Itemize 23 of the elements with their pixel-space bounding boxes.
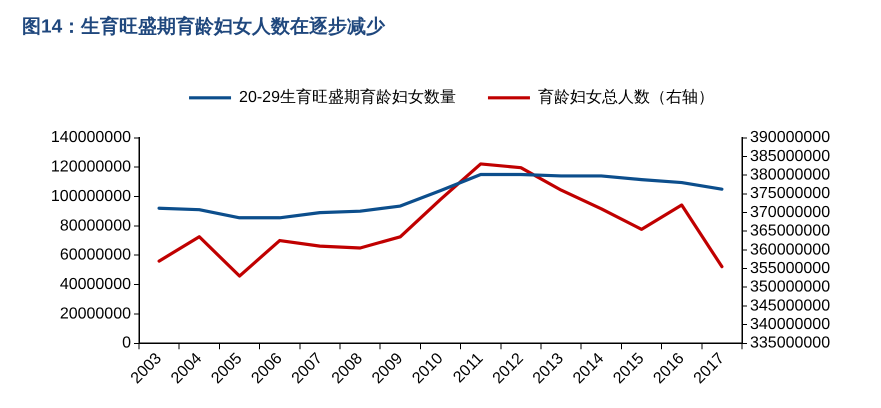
y2-tick-label: 360000000 bbox=[750, 241, 830, 258]
y2-tick-label: 375000000 bbox=[750, 185, 830, 202]
y2-tick-label: 355000000 bbox=[750, 260, 830, 277]
y-tick-label: 20000000 bbox=[60, 305, 132, 322]
y-tick-label: 60000000 bbox=[60, 246, 132, 264]
legend-label: 20-29生育旺盛期育龄妇女数量 bbox=[239, 88, 456, 106]
y-tick-label: 100000000 bbox=[50, 188, 132, 205]
y-tick-label: 0 bbox=[122, 334, 132, 352]
y2-tick-label: 380000000 bbox=[750, 166, 830, 184]
y2-tick-label: 350000000 bbox=[750, 278, 830, 296]
y2-tick-label: 385000000 bbox=[750, 148, 830, 165]
y-tick-label: 40000000 bbox=[60, 276, 132, 293]
y2-tick-label: 335000000 bbox=[750, 334, 830, 352]
y-tick-label: 140000000 bbox=[50, 129, 132, 146]
y-tick-label: 80000000 bbox=[60, 217, 132, 234]
legend-label: 育龄妇女总人数（右轴） bbox=[538, 88, 714, 106]
chart-title: 图14：生育旺盛期育龄妇女人数在逐步减少 bbox=[22, 16, 386, 38]
y2-tick-label: 370000000 bbox=[750, 204, 830, 221]
y2-tick-label: 340000000 bbox=[750, 316, 830, 333]
y-tick-label: 120000000 bbox=[50, 158, 132, 176]
y2-tick-label: 365000000 bbox=[750, 222, 830, 240]
y2-tick-label: 345000000 bbox=[750, 297, 830, 314]
y2-tick-label: 390000000 bbox=[750, 129, 830, 146]
